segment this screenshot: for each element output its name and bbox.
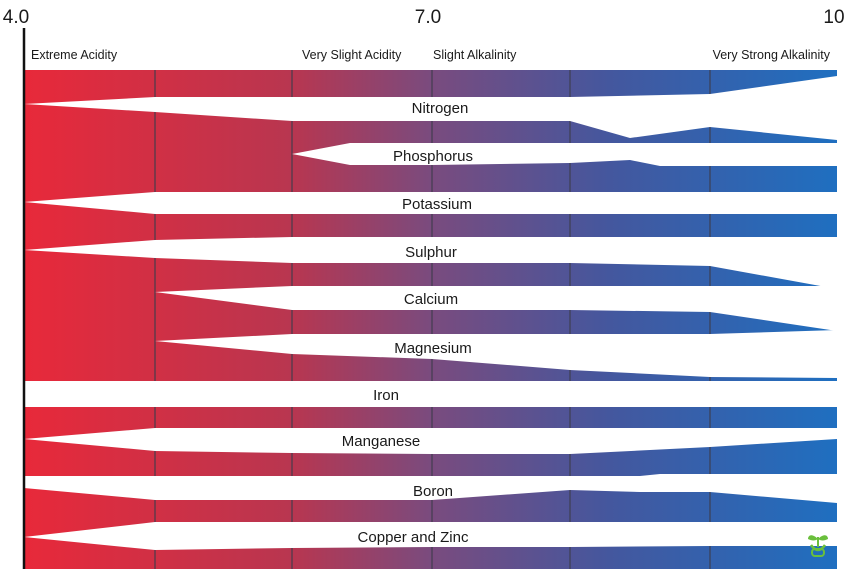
nutrient-label-phosphorus: Phosphorus (393, 148, 473, 165)
zone-label-very-slight-acidity: Very Slight Acidity (302, 48, 402, 62)
sprout-icon (808, 535, 828, 557)
band-calcium (155, 286, 837, 331)
band-nitrogen (24, 76, 837, 140)
nutrient-label-magnesium: Magnesium (394, 340, 472, 357)
band-manganese (24, 428, 837, 454)
nutrient-label-sulphur: Sulphur (405, 244, 457, 261)
nutrient-label-potassium: Potassium (402, 196, 472, 213)
band-boron (24, 474, 837, 503)
nutrient-label-nitrogen: Nitrogen (412, 100, 469, 117)
nutrient-label-copper-zinc: Copper and Zinc (358, 529, 469, 546)
band-iron (24, 381, 837, 407)
band-copper-zinc (24, 522, 837, 550)
availability-bands (24, 76, 837, 550)
nutrient-label-iron: Iron (373, 387, 399, 404)
band-phosphorus (292, 143, 837, 166)
nutrient-label-calcium: Calcium (404, 291, 458, 308)
tick-label-7: 7.0 (415, 7, 441, 28)
band-potassium (24, 192, 837, 214)
zone-label-very-strong-alkalinity: Very Strong Alkalinity (713, 48, 831, 62)
nutrient-label-boron: Boron (413, 483, 453, 500)
band-sulphur (24, 237, 837, 289)
band-magnesium (155, 330, 837, 378)
zone-label-slight-alkalinity: Slight Alkalinity (433, 48, 517, 62)
nutrient-label-manganese: Manganese (342, 433, 420, 450)
zone-label-extreme-acidity: Extreme Acidity (31, 48, 118, 62)
tick-label-4: 4.0 (3, 7, 29, 28)
tick-label-10: 10 (823, 7, 844, 28)
